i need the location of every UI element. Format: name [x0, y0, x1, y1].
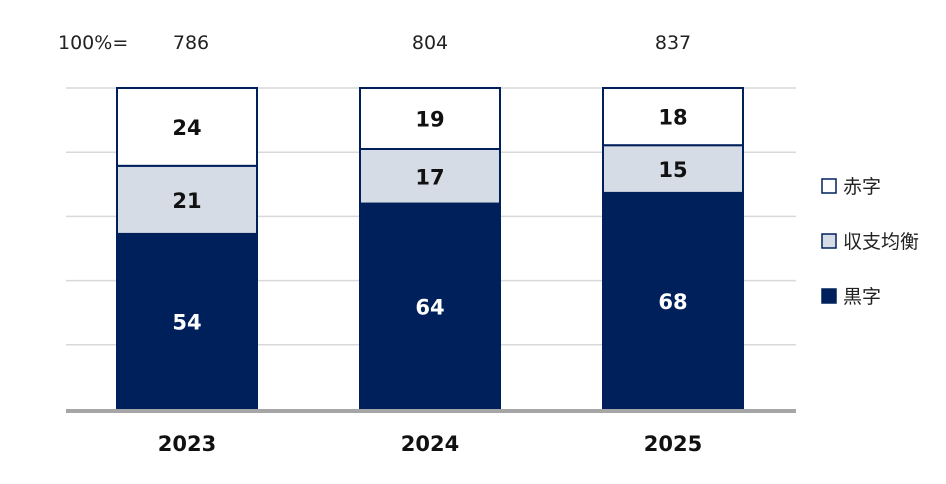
category-label: 2023 [158, 432, 216, 456]
legend-swatch [821, 178, 837, 194]
bar-segment [602, 87, 744, 147]
total-label: 786 [173, 32, 209, 54]
category-label: 2024 [401, 432, 459, 456]
total-prefix-label: 100%= [58, 32, 128, 54]
bar-segment [602, 144, 744, 194]
total-label: 804 [412, 32, 448, 54]
bar-value-label: 18 [658, 106, 687, 130]
bar-value-label: 64 [415, 295, 444, 319]
bar-segment [116, 232, 258, 410]
bar-segment [602, 191, 744, 410]
bar-segment [116, 164, 258, 235]
bar-value-label: 15 [658, 158, 687, 182]
bar-value-label: 21 [172, 189, 201, 213]
legend-swatch [821, 233, 837, 249]
legend-label: 収支均衡 [843, 231, 919, 253]
legend-swatch [821, 288, 837, 304]
total-label: 837 [655, 32, 691, 54]
category-label: 2025 [644, 432, 702, 456]
bar-value-label: 68 [658, 290, 687, 314]
bar-value-label: 24 [172, 116, 201, 140]
labels: 100%= 54 21 24 2023 786 64 17 19 2024 804 68 15 18 20… [58, 32, 702, 456]
legend-label: 黒字 [843, 286, 881, 308]
bar-value-label: 17 [415, 165, 444, 189]
bar-value-label: 19 [415, 107, 444, 131]
bar-segment [359, 87, 501, 150]
bar-value-label: 54 [172, 310, 201, 334]
legend-label: 赤字 [843, 176, 881, 198]
bars [116, 87, 744, 410]
bar-segment [116, 87, 258, 167]
